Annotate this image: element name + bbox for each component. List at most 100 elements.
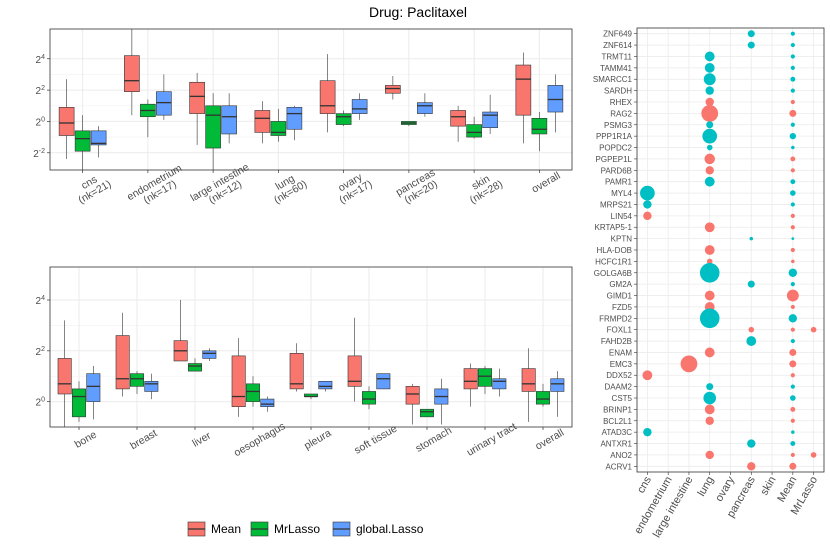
box-Mean [115, 312, 130, 397]
dot-PPP1R1A [702, 128, 718, 144]
column-label: lung [696, 475, 717, 499]
box-body [318, 380, 333, 390]
gene-label: GM2A [609, 280, 632, 289]
box-body [188, 363, 202, 372]
gene-label: ENAM [609, 348, 632, 357]
y-axis-title: MSE [0, 333, 3, 362]
box-body [86, 373, 101, 402]
box-body [482, 111, 498, 128]
dot-ZNF614 [790, 42, 795, 48]
box-body [319, 80, 336, 114]
dot-DAAM2 [706, 383, 714, 391]
dot-CST5 [790, 395, 796, 401]
dot-SMARCC1 [703, 73, 716, 86]
box-body [450, 110, 466, 127]
y-axis-title: MSE [0, 85, 3, 114]
box-MrLasso [246, 376, 260, 407]
box-Mean [189, 72, 205, 145]
dot-FAHD2B [790, 338, 795, 344]
gene-label: FRMPD2 [599, 314, 632, 323]
dot-ENAM [789, 348, 797, 356]
dot-ATAD3C [643, 427, 652, 437]
gene-label: EMC3 [610, 360, 633, 369]
legend-label-MrLasso: MrLasso [274, 522, 320, 536]
x-tick-label: overall [533, 427, 566, 453]
dot-TAMM41 [704, 62, 715, 73]
dot-KRTAP5-1 [704, 222, 715, 233]
dot-EMC3 [789, 360, 797, 368]
box-body [115, 335, 130, 390]
box-body [246, 383, 260, 402]
box-MrLasso [188, 358, 202, 372]
gene-label: PAMR1 [605, 178, 633, 187]
box-body [57, 358, 72, 395]
dot-ZNF614 [747, 41, 755, 49]
dot-ACRV1 [789, 462, 797, 470]
box-body [351, 99, 368, 114]
dot-SARDH [790, 88, 795, 93]
dot-CST5 [703, 391, 717, 405]
x-tick-label: breast [128, 427, 159, 452]
box-global.Lasso [156, 74, 172, 120]
box-MrLasso [466, 116, 482, 139]
figure-title: Drug: Paclitaxel [369, 4, 467, 20]
x-tick-label: bone [73, 429, 99, 451]
gene-label: ZNF649 [603, 30, 632, 39]
box-Mean [254, 101, 271, 144]
panel-border [49, 266, 573, 428]
box-Mean [347, 317, 362, 402]
gene-label: ANTXR1 [600, 440, 632, 449]
box-Mean [289, 343, 304, 392]
dot-FAHD2B [746, 336, 757, 346]
box-body [286, 107, 303, 130]
dot-FOXL1 [810, 326, 817, 333]
box-body [221, 105, 237, 135]
box-body [144, 380, 159, 392]
box-body [124, 55, 140, 92]
x-tick-label: pancreas(nk=20) [394, 167, 443, 209]
gene-label: ATAD3C [602, 428, 633, 437]
dot-FRMPD2 [699, 308, 720, 329]
dot-GM2A [790, 282, 795, 287]
box-body [466, 124, 482, 138]
box-global.Lasso [144, 373, 159, 400]
box-Mean [450, 105, 466, 142]
dot-DDX52 [790, 373, 795, 378]
legend: Mean MrLasso global.Lasso [187, 521, 424, 537]
box-global.Lasso [86, 366, 101, 420]
box-Mean [515, 52, 532, 144]
dot-FOXL1 [748, 326, 755, 333]
gene-label: ANO2 [610, 451, 632, 460]
gene-label: FOXL1 [607, 326, 633, 335]
gene-label: MRPS21 [600, 200, 633, 209]
dot-POPDC2 [791, 145, 795, 150]
box-body [550, 378, 565, 392]
box-MrLasso [362, 386, 376, 410]
gene-label: GIMD1 [607, 292, 633, 301]
box-body [362, 391, 376, 405]
box-Mean [57, 320, 72, 427]
box-body [515, 64, 532, 116]
gene-label: LIN54 [611, 212, 633, 221]
box-MrLasso [420, 408, 434, 418]
box-body [189, 81, 205, 114]
dot-LIN54 [643, 211, 652, 221]
box-global.Lasso [318, 380, 333, 392]
x-tick-label: stomach [414, 424, 455, 454]
dot-DDX52 [642, 370, 653, 381]
box-body [270, 121, 287, 136]
dot-HCFC1R1 [706, 258, 713, 265]
x-tick-label: lung(nk=60) [267, 169, 310, 207]
box-body [72, 388, 86, 418]
dot-HLA-DOB [790, 247, 795, 253]
box-Mean [231, 338, 246, 417]
box-global.Lasso [417, 93, 433, 117]
box-body [405, 386, 420, 405]
dot-RAG2 [701, 104, 719, 122]
box-body [536, 391, 550, 405]
dot-PAMR1 [704, 176, 715, 187]
box-body [202, 350, 217, 359]
gene-label: PSMG3 [604, 121, 633, 130]
column-label: cns [635, 474, 654, 495]
